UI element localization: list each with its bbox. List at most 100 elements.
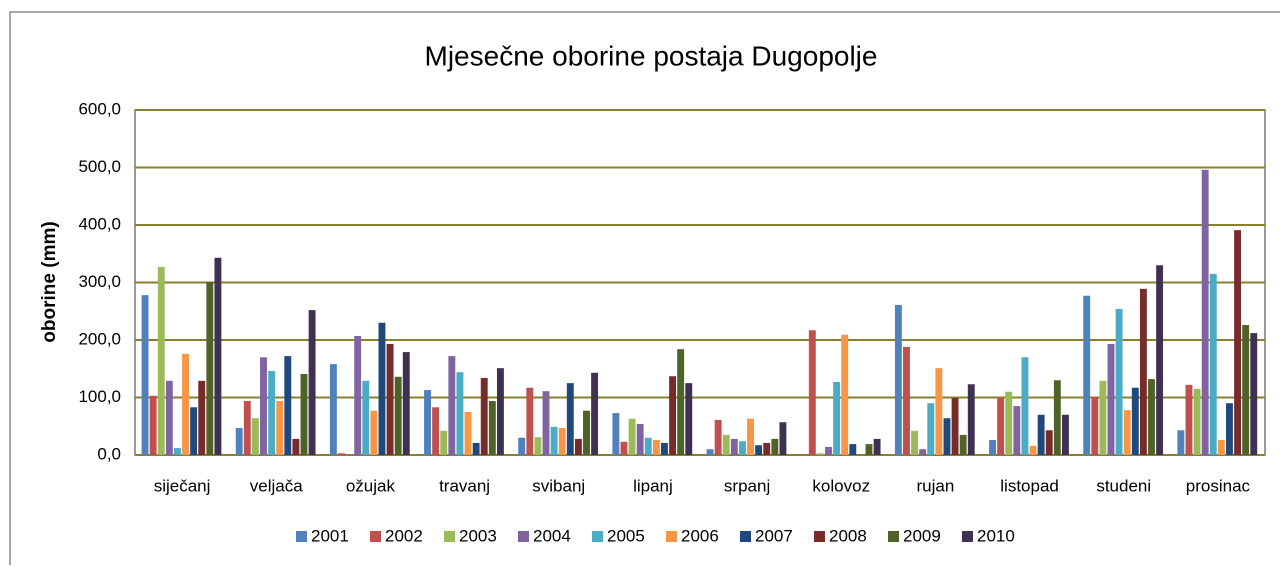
bar — [771, 438, 779, 455]
bar — [534, 437, 542, 455]
bar — [612, 413, 620, 455]
bar — [1250, 333, 1258, 455]
bar — [1115, 308, 1123, 455]
bar — [329, 364, 337, 455]
legend-swatch — [444, 531, 455, 542]
bar — [338, 453, 345, 455]
legend-swatch — [518, 531, 529, 542]
bar — [967, 384, 975, 455]
bar — [808, 330, 816, 455]
bar — [779, 422, 787, 455]
legend-swatch — [296, 531, 307, 542]
bar — [394, 376, 402, 455]
bar — [1061, 414, 1069, 455]
bar — [873, 438, 881, 455]
bar — [268, 371, 276, 455]
bar — [1148, 379, 1155, 455]
bar — [472, 442, 480, 455]
bar — [206, 281, 214, 455]
bar — [825, 446, 832, 455]
legend-label: 2003 — [459, 526, 497, 545]
bar — [1005, 391, 1013, 455]
bar — [354, 335, 362, 455]
legend-label: 2007 — [755, 526, 793, 545]
bar — [190, 407, 198, 455]
bar — [1234, 230, 1242, 455]
bar — [149, 395, 157, 455]
bar — [566, 383, 574, 455]
chart-title: Mjesečne oborine postaja Dugopolje — [425, 40, 878, 71]
legend-label: 2006 — [681, 526, 719, 545]
bar — [1099, 380, 1107, 455]
y-axis-label: oborine (mm) — [39, 221, 60, 342]
bar — [251, 418, 259, 455]
bar — [558, 427, 566, 455]
bar — [652, 440, 660, 455]
x-tick-label: ožujak — [346, 476, 396, 495]
bar — [636, 423, 644, 455]
bar — [1242, 325, 1250, 455]
bar — [1053, 380, 1061, 455]
x-tick-label: rujan — [917, 476, 955, 495]
legend-swatch — [962, 531, 973, 542]
bar — [214, 257, 222, 455]
bar — [1029, 445, 1037, 455]
bar — [550, 426, 558, 455]
bar — [141, 295, 149, 455]
legend-swatch — [740, 531, 751, 542]
y-tick-label: 200,0 — [78, 329, 121, 348]
bar — [464, 411, 472, 455]
legend-label: 2004 — [533, 526, 571, 545]
bar — [903, 346, 910, 455]
bar — [620, 441, 628, 455]
bar — [480, 377, 488, 455]
bar — [935, 368, 943, 455]
legend-label: 2008 — [829, 526, 867, 545]
bar — [685, 383, 693, 455]
bar — [1083, 295, 1091, 455]
bar — [669, 376, 677, 455]
x-tick-label: siječanj — [154, 476, 211, 495]
bar — [841, 334, 849, 455]
bar — [1131, 387, 1139, 455]
x-tick-label: veljača — [250, 476, 303, 495]
bar — [583, 410, 590, 455]
bar — [308, 310, 316, 455]
bar — [1045, 430, 1053, 455]
x-tick-label: travanj — [439, 476, 490, 495]
bar — [173, 448, 181, 455]
x-tick-label: srpanj — [724, 476, 770, 495]
bar — [448, 356, 456, 455]
bar — [386, 344, 394, 455]
bar — [1185, 384, 1193, 455]
bar — [1226, 403, 1233, 455]
bar — [402, 352, 410, 455]
legend-label: 2002 — [385, 526, 423, 545]
bar — [198, 380, 206, 455]
bar — [276, 400, 284, 455]
y-tick-label: 500,0 — [78, 157, 121, 176]
bar — [865, 444, 873, 455]
bar — [1091, 396, 1099, 455]
bar — [894, 304, 902, 455]
bar — [927, 403, 935, 455]
bar — [300, 373, 308, 455]
bar — [1217, 440, 1225, 455]
bar — [235, 427, 243, 455]
bar — [157, 266, 165, 455]
bar — [1193, 388, 1201, 455]
bar — [432, 407, 440, 455]
bar — [1037, 414, 1045, 455]
bar — [1139, 288, 1147, 455]
legend-swatch — [814, 531, 825, 542]
y-tick-label: 300,0 — [78, 272, 121, 291]
bar — [260, 357, 267, 455]
bar — [362, 380, 370, 455]
legend-swatch — [592, 531, 603, 542]
bar — [763, 442, 771, 455]
y-tick-label: 0,0 — [97, 444, 121, 463]
bar — [243, 400, 251, 455]
bar — [182, 353, 189, 455]
bar — [747, 418, 754, 455]
